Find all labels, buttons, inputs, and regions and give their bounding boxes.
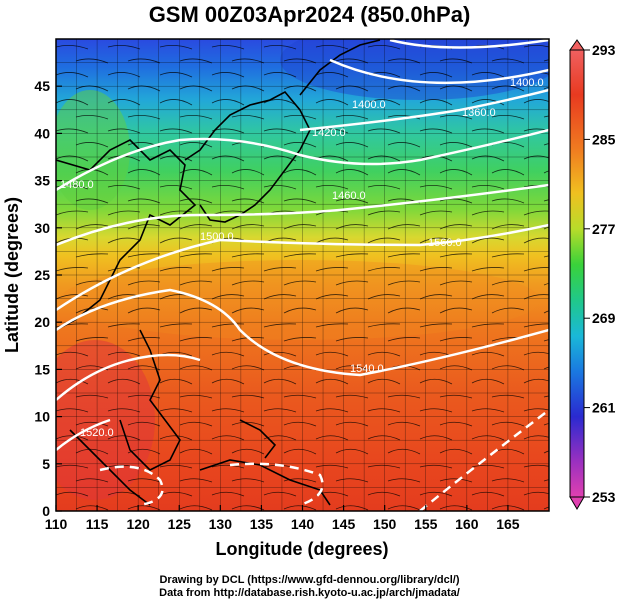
- colorbar-tick-label: 261: [592, 400, 616, 416]
- contour-label: 1460.0: [332, 190, 366, 202]
- colorbar: 293 285 277 269 261 253: [569, 39, 616, 510]
- x-tick-label: 155: [414, 516, 438, 532]
- y-tick-label: 30: [34, 220, 50, 236]
- x-tick-label: 110: [45, 516, 68, 532]
- x-tick-label: 145: [332, 516, 356, 532]
- y-tick-label: 20: [34, 314, 50, 330]
- colorbar-tick-label: 285: [592, 131, 616, 147]
- contour-label: 1400.0: [352, 99, 386, 111]
- x-tick-label: 150: [373, 516, 397, 532]
- y-tick-label: 45: [34, 78, 50, 94]
- colorbar-tick-label: 277: [592, 221, 616, 237]
- y-tick-label: 25: [34, 267, 50, 283]
- geopotential-contours: [56, 39, 549, 511]
- colorbar-tick-label: 293: [592, 42, 616, 58]
- streamline: [75, 58, 549, 64]
- x-tick-label: 140: [291, 516, 315, 532]
- streamline: [75, 478, 549, 483]
- streamline: [75, 115, 549, 120]
- streamline: [75, 448, 549, 455]
- streamline: [75, 198, 549, 204]
- streamline: [75, 224, 549, 230]
- contour-label: 1500.0: [200, 231, 234, 243]
- contour-label: 1420.0: [312, 127, 346, 139]
- contour-label: 1360.0: [462, 107, 496, 119]
- streamline: [75, 280, 549, 286]
- y-axis-ticks: 0 5 10 15 20 25 30 35 40 45: [34, 78, 62, 519]
- wind-streamlines: [56, 45, 549, 511]
- y-tick-label: 35: [34, 173, 50, 189]
- y-tick-label: 0: [42, 503, 50, 519]
- streamline: [75, 421, 549, 427]
- streamline: [75, 253, 549, 258]
- credit-drawing: Drawing by DCL (https://www.gfd-dennou.o…: [159, 574, 460, 586]
- colorbar-tick-label: 253: [592, 489, 616, 505]
- x-tick-label: 165: [496, 516, 520, 532]
- y-tick-label: 15: [34, 361, 50, 377]
- y-tick-label: 40: [34, 125, 50, 141]
- x-tick-label: 135: [250, 516, 274, 532]
- x-axis-label: Longitude (degrees): [215, 539, 388, 559]
- contour-label: 1480.0: [60, 179, 94, 191]
- x-axis-ticks: 110 115 120 125 130 135 140 145 150 155 160 165: [45, 505, 520, 532]
- contour-label: 1520.0: [80, 427, 114, 439]
- x-tick-label: 130: [209, 516, 233, 532]
- contour-label: 1560.0: [428, 237, 462, 249]
- x-tick-label: 160: [455, 516, 479, 532]
- credit-data: Data from http://database.rish.kyoto-u.a…: [159, 587, 460, 599]
- streamline: [75, 394, 549, 399]
- colorbar-tick-label: 269: [592, 310, 616, 326]
- y-tick-label: 10: [34, 409, 50, 425]
- y-axis-label: Latitude (degrees): [2, 197, 22, 353]
- x-tick-label: 120: [126, 516, 150, 532]
- credits: Drawing by DCL (https://www.gfd-dennou.o…: [0, 574, 619, 600]
- contour-label: 1400.0: [510, 77, 544, 89]
- streamline: [75, 307, 549, 314]
- chart-title: GSM 00Z03Apr2024 (850.0hPa): [148, 2, 471, 27]
- x-tick-label: 125: [168, 516, 192, 532]
- contour-label: 1540.0: [350, 363, 384, 375]
- temperature-field: 1400.0 1360.0 1420.0 1480.0 1460.0 1500.…: [56, 39, 549, 511]
- x-tick-label: 115: [86, 516, 109, 532]
- contour-labels: 1400.0 1360.0 1420.0 1480.0 1460.0 1500.…: [60, 77, 544, 439]
- y-tick-label: 5: [42, 456, 50, 472]
